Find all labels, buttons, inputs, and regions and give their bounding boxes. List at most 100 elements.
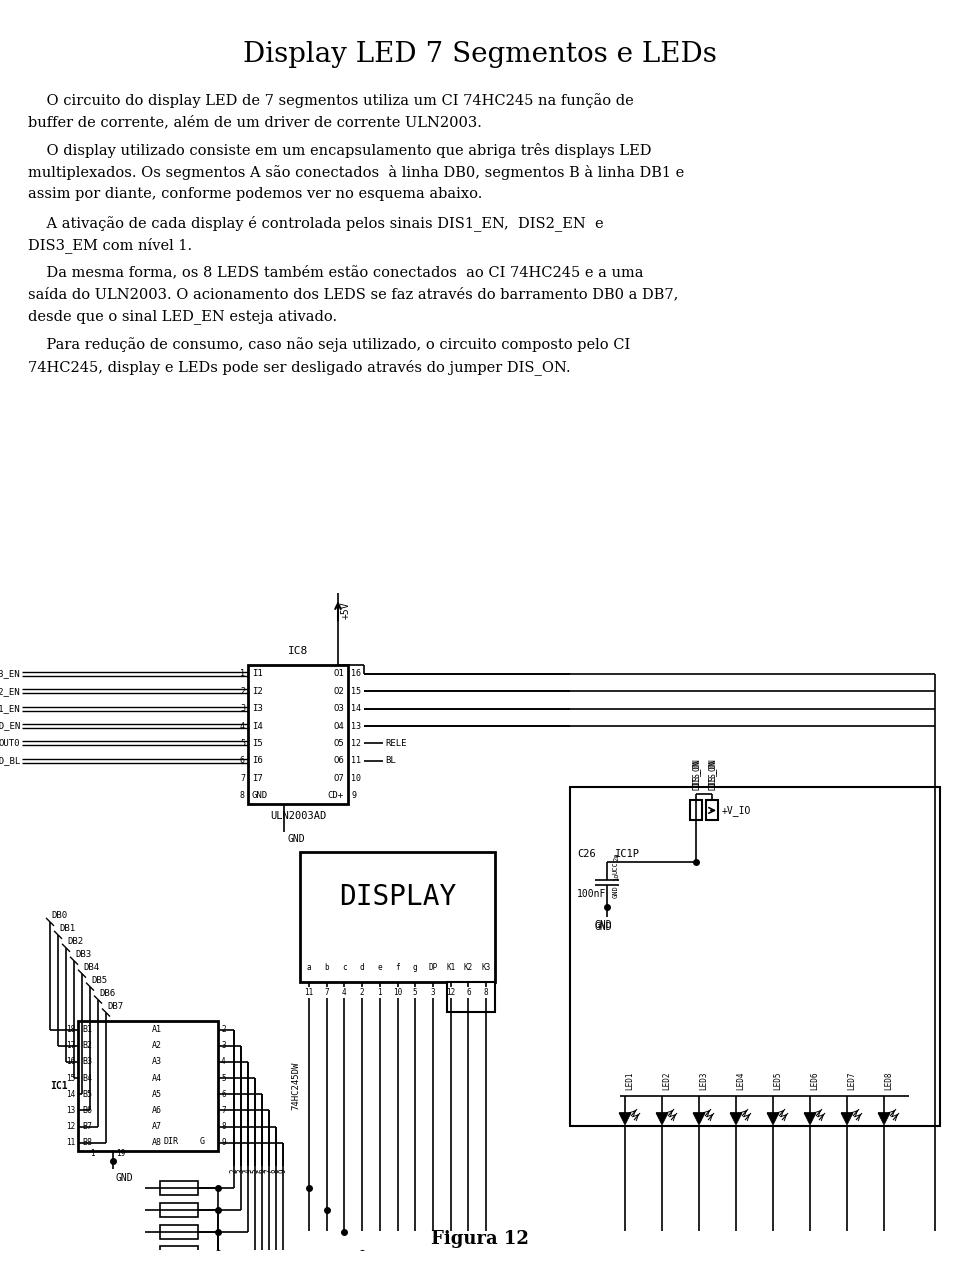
Text: IC1P: IC1P [615, 850, 640, 859]
Text: 5: 5 [240, 739, 245, 748]
Text: 10: 10 [351, 773, 361, 782]
Text: DP: DP [428, 963, 438, 972]
Text: 8: 8 [240, 791, 245, 800]
Text: 11: 11 [351, 757, 361, 766]
Text: saída do ULN2003. O acionamento dos LEDS se faz através do barramento DB0 a DB7,: saída do ULN2003. O acionamento dos LEDS… [28, 287, 679, 301]
Text: LED3: LED3 [700, 1072, 708, 1091]
Text: DB4: DB4 [83, 962, 99, 972]
Text: O2: O2 [333, 686, 344, 695]
Text: 14: 14 [351, 704, 361, 713]
Bar [248, 665, 348, 804]
Text: 7: 7 [221, 1106, 226, 1115]
Text: K3: K3 [482, 963, 491, 972]
Text: O5: O5 [333, 739, 344, 748]
Text: O circuito do display LED de 7 segmentos utiliza um CI 74HC245 na função de: O circuito do display LED de 7 segmentos… [28, 93, 634, 107]
Text: 3: 3 [236, 1169, 246, 1174]
Text: LED_EN: LED_EN [0, 721, 20, 731]
Text: I3: I3 [252, 704, 263, 713]
Text: DIS2_EN: DIS2_EN [0, 686, 20, 695]
Text: assim por diante, conforme podemos ver no esquema abaixo.: assim por diante, conforme podemos ver n… [28, 186, 482, 200]
Polygon shape [656, 1113, 668, 1125]
Text: 100nF: 100nF [577, 889, 607, 900]
Text: 6: 6 [257, 1169, 267, 1174]
Text: LED1: LED1 [626, 1072, 635, 1091]
Text: 11: 11 [65, 1138, 75, 1147]
Text: LED2: LED2 [662, 1072, 671, 1091]
Text: 16: 16 [351, 669, 361, 679]
Text: 9: 9 [351, 791, 356, 800]
Text: Para redução de consumo, caso não seja utilizado, o circuito composto pelo CI: Para redução de consumo, caso não seja u… [28, 337, 631, 352]
Text: c: c [342, 963, 347, 972]
Text: ULN2003AD: ULN2003AD [270, 812, 326, 822]
Text: GND: GND [252, 791, 268, 800]
Text: DISPLAY: DISPLAY [339, 883, 456, 911]
Text: CD+: CD+ [328, 791, 344, 800]
Text: I7: I7 [252, 773, 263, 782]
Text: e: e [377, 963, 382, 972]
Text: LED5: LED5 [774, 1072, 782, 1091]
Text: 17: 17 [65, 1041, 75, 1050]
Text: B5: B5 [82, 1090, 92, 1099]
Text: buffer de corrente, além de um driver de corrente ULN2003.: buffer de corrente, além de um driver de… [28, 115, 482, 129]
Text: 2: 2 [229, 1169, 238, 1174]
Text: 9: 9 [221, 1138, 226, 1147]
Text: 14: 14 [65, 1090, 75, 1099]
Text: 8: 8 [221, 1122, 226, 1131]
Text: f: f [396, 963, 399, 972]
Text: g: g [413, 963, 418, 972]
Text: B8: B8 [82, 1138, 92, 1147]
Text: 19: 19 [116, 1150, 125, 1159]
Polygon shape [878, 1113, 890, 1125]
Text: desde que o sinal LED_EN esteja ativado.: desde que o sinal LED_EN esteja ativado. [28, 309, 337, 324]
Text: 7: 7 [324, 988, 329, 997]
Polygon shape [804, 1113, 816, 1125]
Text: 4: 4 [240, 721, 245, 731]
Text: LED6: LED6 [810, 1072, 820, 1091]
Text: DIS_ON: DIS_ON [708, 759, 716, 786]
Text: 13: 13 [65, 1106, 75, 1115]
Text: B6: B6 [82, 1106, 92, 1115]
Text: A6: A6 [152, 1106, 162, 1115]
Text: 10: 10 [393, 988, 402, 997]
Text: K2: K2 [464, 963, 473, 972]
Text: C26: C26 [577, 850, 596, 859]
Text: 1o: 1o [613, 873, 619, 882]
Text: DIS3_EN: DIS3_EN [0, 669, 20, 679]
Text: 2: 2 [240, 686, 245, 695]
Bar [690, 800, 702, 820]
Text: DB6: DB6 [99, 989, 115, 998]
Text: IC8: IC8 [288, 646, 308, 656]
Text: 5: 5 [251, 1169, 259, 1174]
Text: IC1: IC1 [50, 1081, 68, 1091]
Polygon shape [730, 1113, 742, 1125]
Text: 7: 7 [265, 1169, 274, 1174]
Text: multiplexados. Os segmentos A são conectados  à linha DB0, segmentos B à linha D: multiplexados. Os segmentos A são conect… [28, 165, 684, 180]
Text: 6: 6 [240, 757, 245, 766]
Text: 7: 7 [240, 773, 245, 782]
Bar [706, 800, 718, 820]
Text: O6: O6 [333, 757, 344, 766]
Text: DB0: DB0 [51, 911, 67, 920]
Bar [78, 1022, 218, 1151]
Text: B2: B2 [82, 1041, 92, 1050]
Bar [160, 1225, 198, 1239]
Text: 6: 6 [467, 988, 470, 997]
Text: 2: 2 [221, 1025, 226, 1034]
Text: GND: GND [287, 835, 304, 845]
Text: 15: 15 [351, 686, 361, 695]
Text: LCD_BL: LCD_BL [0, 757, 20, 766]
Text: DIS1_EN: DIS1_EN [0, 704, 20, 713]
Text: DIR: DIR [163, 1137, 178, 1146]
Text: +5V: +5V [341, 601, 351, 619]
Text: 4: 4 [221, 1058, 226, 1067]
Text: O7: O7 [333, 773, 344, 782]
Bar [160, 1203, 198, 1216]
Text: B4: B4 [82, 1073, 92, 1082]
Text: 15: 15 [65, 1073, 75, 1082]
Text: 12: 12 [351, 739, 361, 748]
Text: K1: K1 [446, 963, 455, 972]
Text: I6: I6 [252, 757, 263, 766]
Polygon shape [841, 1113, 853, 1125]
Bar [447, 981, 495, 1012]
Text: 8: 8 [484, 988, 489, 997]
